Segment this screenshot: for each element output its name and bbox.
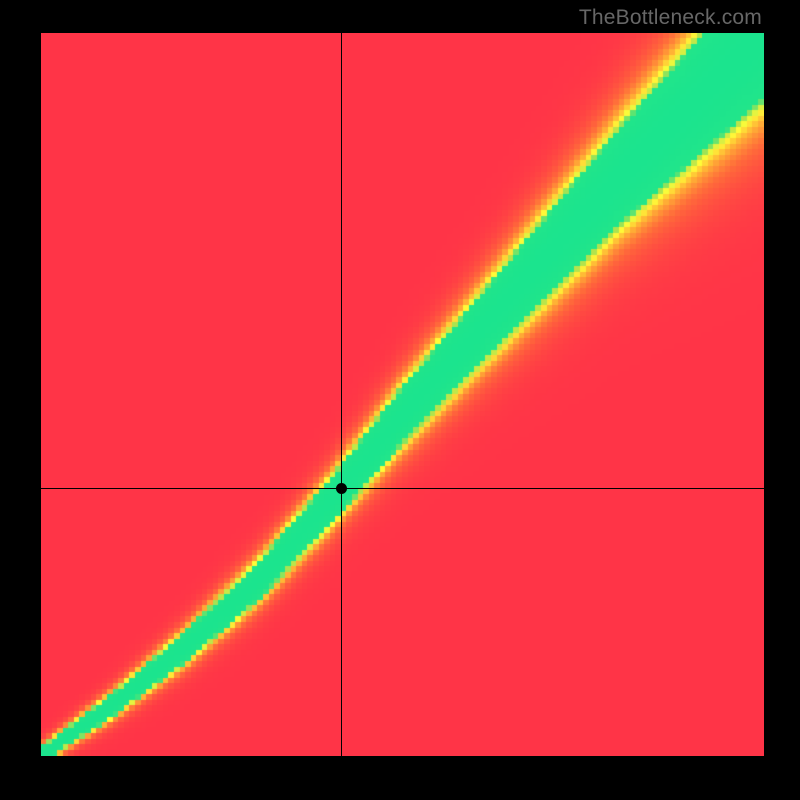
watermark-text: TheBottleneck.com — [579, 6, 762, 30]
bottleneck-heatmap — [41, 33, 764, 756]
chart-stage: TheBottleneck.com — [0, 0, 800, 800]
crosshair-vertical-line — [341, 33, 342, 756]
selection-marker-dot — [336, 483, 347, 494]
crosshair-horizontal-line — [41, 488, 764, 489]
